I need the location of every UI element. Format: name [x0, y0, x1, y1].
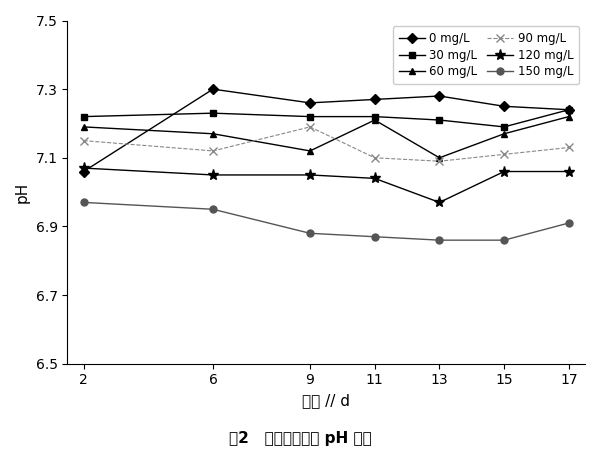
120 mg/L — [371, 176, 379, 181]
90 mg/L — [371, 155, 379, 161]
0 mg/L — [436, 93, 443, 99]
60 mg/L — [500, 131, 508, 136]
120 mg/L — [500, 169, 508, 174]
90 mg/L — [307, 124, 314, 130]
30 mg/L — [565, 107, 572, 112]
0 mg/L — [565, 107, 572, 112]
120 mg/L — [209, 172, 217, 178]
Line: 90 mg/L: 90 mg/L — [79, 123, 573, 166]
0 mg/L — [209, 86, 217, 92]
90 mg/L — [80, 138, 87, 144]
30 mg/L — [80, 114, 87, 119]
Line: 60 mg/L: 60 mg/L — [80, 113, 572, 161]
60 mg/L — [80, 124, 87, 130]
90 mg/L — [436, 158, 443, 164]
120 mg/L — [436, 200, 443, 205]
0 mg/L — [371, 97, 379, 102]
90 mg/L — [209, 148, 217, 153]
120 mg/L — [307, 172, 314, 178]
Line: 30 mg/L: 30 mg/L — [80, 106, 572, 130]
120 mg/L — [565, 169, 572, 174]
150 mg/L — [565, 220, 572, 226]
60 mg/L — [307, 148, 314, 153]
Text: 图2   厉氧消化系统 pH 变化: 图2 厉氧消化系统 pH 变化 — [229, 431, 371, 446]
X-axis label: 时间 // d: 时间 // d — [302, 393, 350, 408]
150 mg/L — [307, 230, 314, 236]
Line: 150 mg/L: 150 mg/L — [80, 199, 572, 243]
30 mg/L — [500, 124, 508, 130]
150 mg/L — [80, 200, 87, 205]
90 mg/L — [500, 152, 508, 157]
150 mg/L — [209, 207, 217, 212]
Legend: 0 mg/L, 30 mg/L, 60 mg/L, 90 mg/L, 120 mg/L, 150 mg/L: 0 mg/L, 30 mg/L, 60 mg/L, 90 mg/L, 120 m… — [393, 27, 579, 84]
120 mg/L — [80, 166, 87, 171]
0 mg/L — [500, 104, 508, 109]
30 mg/L — [307, 114, 314, 119]
Y-axis label: pH: pH — [15, 181, 30, 203]
0 mg/L — [307, 100, 314, 106]
0 mg/L — [80, 169, 87, 174]
30 mg/L — [209, 110, 217, 116]
60 mg/L — [209, 131, 217, 136]
30 mg/L — [436, 117, 443, 123]
Line: 0 mg/L: 0 mg/L — [80, 86, 572, 175]
30 mg/L — [371, 114, 379, 119]
Line: 120 mg/L: 120 mg/L — [78, 162, 574, 208]
90 mg/L — [565, 145, 572, 150]
150 mg/L — [371, 234, 379, 239]
150 mg/L — [500, 238, 508, 243]
150 mg/L — [436, 238, 443, 243]
60 mg/L — [436, 155, 443, 161]
60 mg/L — [371, 117, 379, 123]
60 mg/L — [565, 114, 572, 119]
